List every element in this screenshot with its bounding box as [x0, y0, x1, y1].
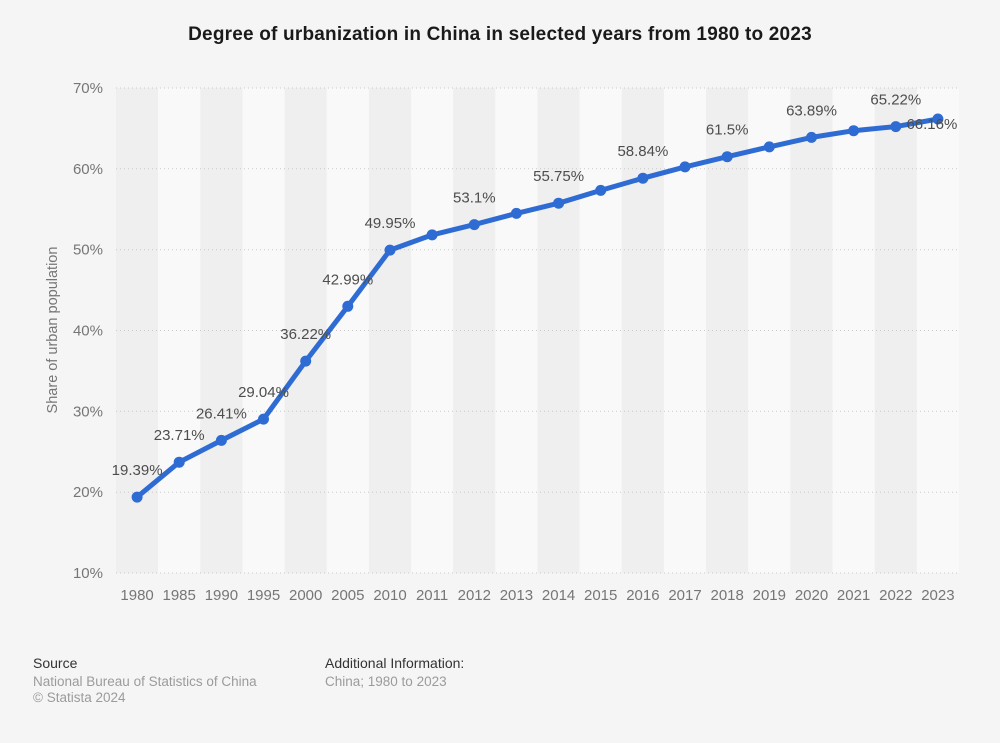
y-tick-label: 60% [73, 161, 103, 178]
data-point-label: 53.1% [453, 190, 496, 207]
additional-information-heading: Additional Information: [325, 655, 465, 671]
x-tick-label: 2021 [837, 587, 870, 604]
x-tick-label: 2017 [668, 587, 701, 604]
footer-source-block: Source National Bureau of Statistics of … [33, 655, 257, 706]
x-tick-label: 2000 [289, 587, 322, 604]
source-name[interactable]: National Bureau of Statistics of China [33, 674, 257, 689]
data-point[interactable] [679, 161, 691, 173]
plot-band [158, 88, 201, 573]
x-tick-label: 2022 [879, 587, 912, 604]
data-point[interactable] [468, 219, 480, 231]
x-tick-label: 2015 [584, 587, 617, 604]
plot-band [537, 88, 580, 573]
data-point[interactable] [932, 113, 944, 125]
y-tick-label: 70% [73, 80, 103, 97]
data-point-label: 49.95% [365, 215, 416, 232]
data-point[interactable] [426, 229, 438, 241]
data-point-label: 55.75% [533, 168, 584, 185]
data-point[interactable] [384, 244, 396, 256]
plot-band [832, 88, 875, 573]
copyright-notice: © Statista 2024 [33, 690, 126, 705]
plot-band [874, 88, 917, 573]
y-tick-label: 20% [73, 484, 103, 501]
source-heading: Source [33, 655, 78, 671]
data-point[interactable] [721, 151, 733, 163]
y-tick-label: 10% [73, 565, 103, 582]
additional-information-value: China; 1980 to 2023 [325, 674, 447, 689]
plot-band [790, 88, 833, 573]
plot-band [326, 88, 369, 573]
plot-band [663, 88, 707, 573]
x-tick-label: 1980 [120, 587, 153, 604]
data-point[interactable] [848, 125, 860, 137]
data-point-label: 19.39% [112, 462, 163, 479]
y-tick-label: 30% [73, 403, 103, 420]
x-tick-label: 2010 [373, 587, 406, 604]
data-point[interactable] [173, 456, 185, 468]
data-point[interactable] [763, 141, 775, 153]
plot-band [706, 88, 749, 573]
data-point[interactable] [258, 413, 269, 425]
data-point[interactable] [131, 491, 143, 503]
line-chart: 10% 20% 30% 40% 50% 60% 70% Share of urban popu… [45, 80, 959, 604]
plot-band [916, 88, 959, 573]
data-point[interactable] [553, 197, 565, 209]
x-tick-label: 2019 [753, 587, 786, 604]
x-tick-label: 2012 [458, 587, 491, 604]
data-point-label: 42.99% [322, 271, 373, 288]
y-tick-label: 40% [73, 323, 103, 340]
plot-band [453, 88, 496, 573]
data-line [134, 116, 941, 500]
x-tick-label: 2011 [416, 587, 448, 604]
data-point[interactable] [215, 434, 227, 446]
data-point[interactable] [890, 121, 902, 133]
x-tick-label: 1985 [163, 587, 196, 604]
chart-title: Degree of urbanization in China in selec… [188, 24, 812, 45]
data-point-label: 63.89% [786, 102, 837, 119]
data-point-label: 26.41% [196, 405, 247, 422]
x-tick-label: 2023 [921, 587, 954, 604]
plot-band [284, 88, 327, 573]
plot-band [200, 88, 243, 573]
y-axis-title: Share of urban population [45, 247, 61, 414]
plot-band [748, 88, 791, 573]
x-tick-label: 2005 [331, 587, 364, 604]
x-tick-label: 2016 [626, 587, 659, 604]
x-tick-label: 1990 [205, 587, 238, 604]
plot-band [242, 88, 285, 573]
data-point[interactable] [806, 131, 817, 143]
x-tick-label: 2018 [711, 587, 744, 604]
data-point[interactable] [595, 184, 607, 196]
x-tick-label: 1995 [247, 587, 280, 604]
x-tick-label: 2013 [500, 587, 533, 604]
data-point-label: 29.04% [238, 384, 289, 401]
data-point-label: 61.5% [706, 122, 749, 139]
x-tick-label: 2020 [795, 587, 828, 604]
data-point-label: 65.22% [870, 92, 921, 109]
data-point-label: 36.22% [280, 326, 331, 343]
data-point[interactable] [300, 355, 312, 367]
data-point-label: 66.16% [906, 116, 957, 133]
data-point[interactable] [637, 172, 649, 184]
y-tick-label: 50% [73, 242, 103, 259]
data-point[interactable] [510, 207, 522, 219]
data-point-label: 58.84% [617, 143, 668, 160]
x-tick-label: 2014 [542, 587, 575, 604]
footer-additional-block: Additional Information: China; 1980 to 2… [325, 655, 464, 690]
data-point-label: 23.71% [154, 427, 205, 444]
data-point[interactable] [342, 300, 354, 312]
